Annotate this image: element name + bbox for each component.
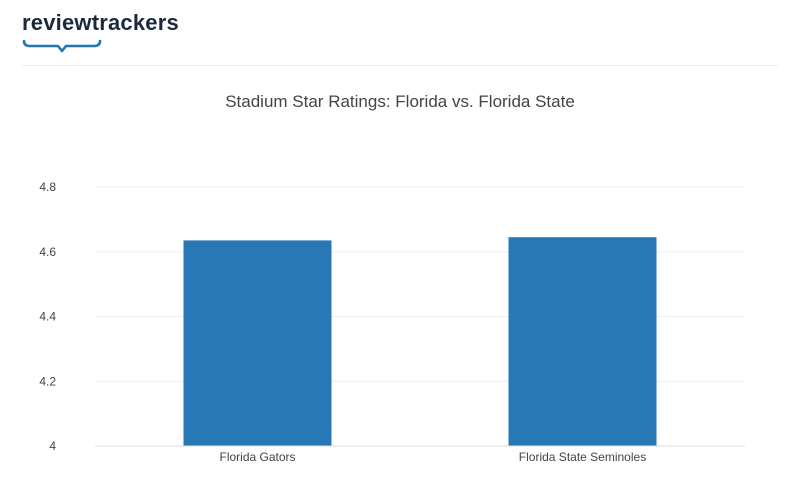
bar bbox=[183, 240, 332, 446]
y-tick-label: 4 bbox=[49, 439, 56, 453]
y-tick-label: 4.4 bbox=[39, 310, 56, 324]
y-tick-label: 4.2 bbox=[39, 374, 56, 388]
speech-bubble-underline-icon bbox=[22, 39, 102, 53]
x-category-label: Florida Gators bbox=[219, 450, 295, 464]
bar bbox=[508, 237, 657, 446]
header-divider bbox=[22, 65, 778, 66]
reviewtrackers-logo: reviewtrackers bbox=[22, 10, 182, 54]
y-tick-label: 4.8 bbox=[39, 180, 56, 194]
y-tick-label: 4.6 bbox=[39, 245, 56, 259]
chart-title: Stadium Star Ratings: Florida vs. Florid… bbox=[225, 92, 575, 111]
x-category-label: Florida State Seminoles bbox=[519, 450, 646, 464]
brand-name: reviewtrackers bbox=[22, 10, 179, 35]
